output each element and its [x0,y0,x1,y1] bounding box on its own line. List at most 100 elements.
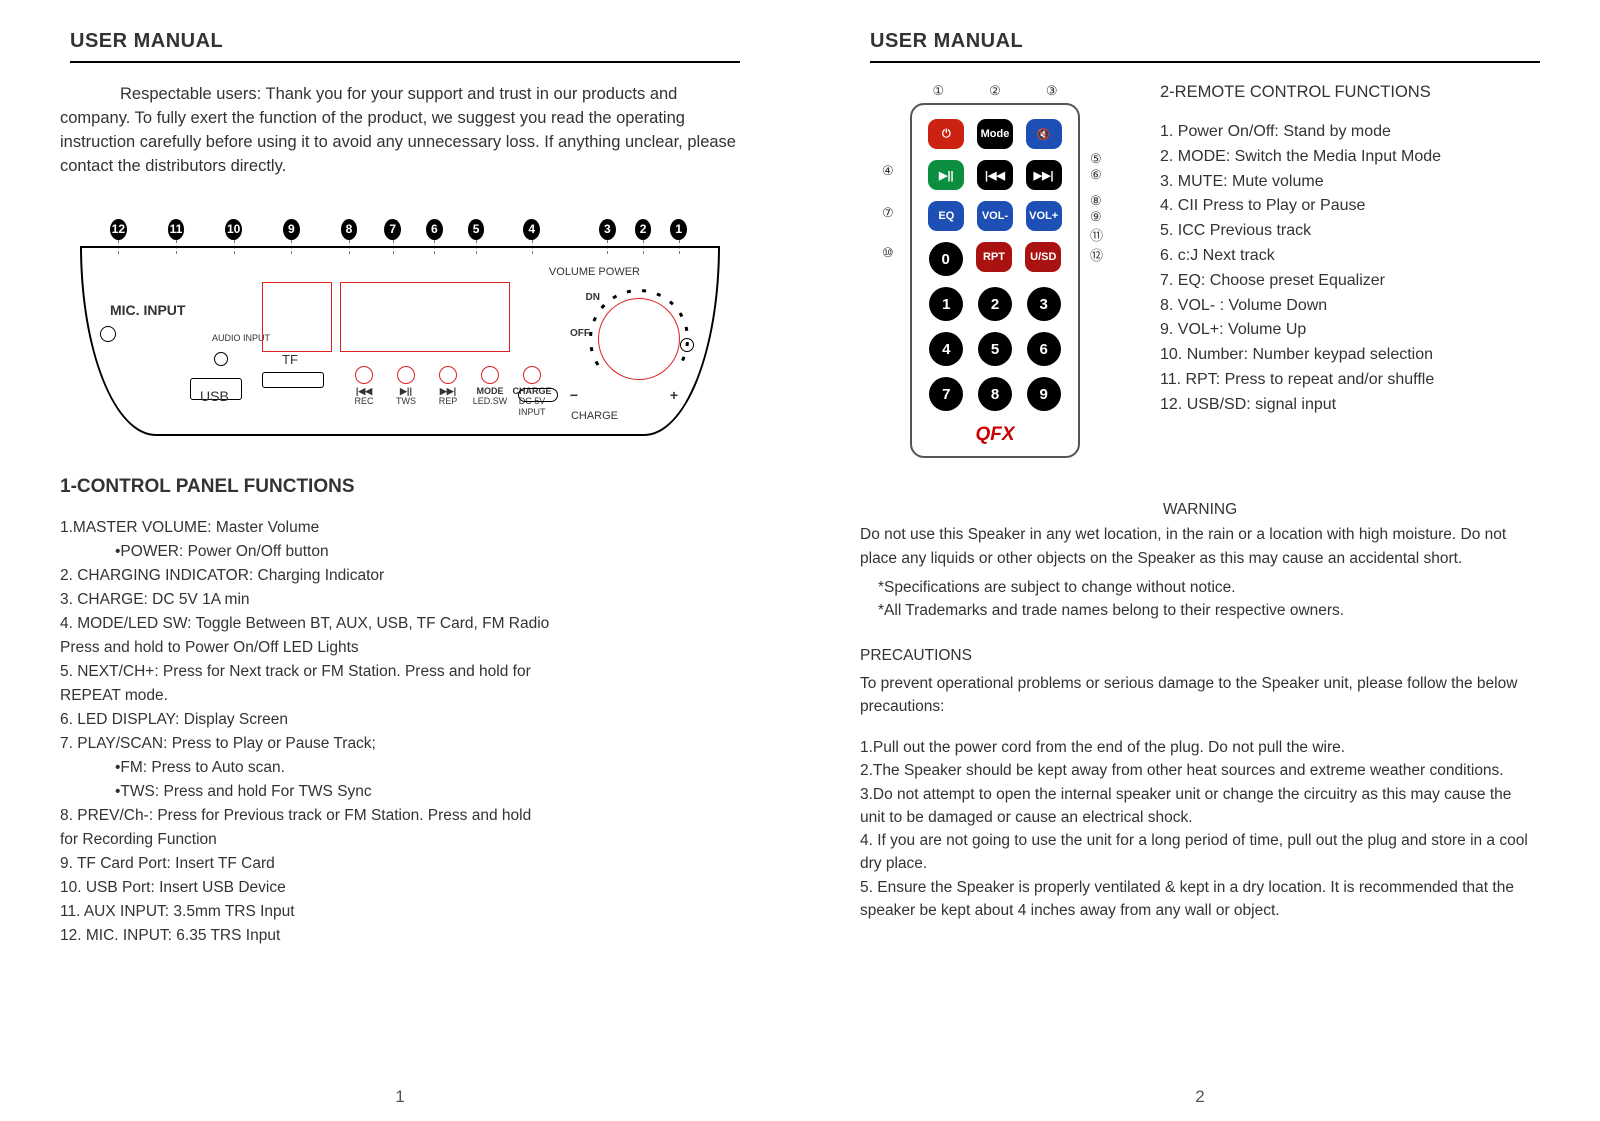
remote-numkey: 8 [978,377,1012,411]
plus-label: + [670,387,678,403]
func-line: 9. TF Card Port: Insert TF Card [60,852,740,876]
func-line: 3. CHARGE: DC 5V 1A min [60,588,740,612]
panel-callout: 4 [523,219,540,240]
remote-numkey: 1 [929,287,963,321]
panel-callout: 9 [283,219,300,240]
remote-func-line: 4. CII Press to Play or Pause [1160,194,1441,219]
remote-button: EQ [928,201,964,231]
remote-func-line: 5. ICC Previous track [1160,219,1441,244]
func-line: 5. NEXT/CH+: Press for Next track or FM … [60,660,740,684]
page-number-2: 2 [1195,1087,1204,1107]
remote-callout: ⑨ [1090,209,1102,225]
func-line: 12. MIC. INPUT: 6.35 TRS Input [60,924,740,948]
page-number-1: 1 [395,1087,404,1107]
precaution-line: 5. Ensure the Speaker is properly ventil… [860,876,1540,923]
panel-callout: 3 [599,219,616,240]
mic-label: MIC. INPUT [110,302,185,318]
precaution-title: PRECAUTIONS [860,644,1540,667]
remote-func-line: 3. MUTE: Mute volume [1160,170,1441,195]
usb-label: USB [200,388,229,404]
vol-pwr-label: VOLUME POWER [549,266,640,278]
intro-text: Respectable users: Thank you for your su… [60,83,740,179]
panel-callout: 11 [168,219,185,240]
panel-btn: ▶▶|REP [428,366,468,408]
precaution-line: 3.Do not attempt to open the internal sp… [860,783,1540,806]
control-func-list: 1.MASTER VOLUME: Master Volume•POWER: Po… [60,516,740,948]
remote-func-line: 2. MODE: Switch the Media Input Mode [1160,145,1441,170]
remote-callout: ⑥ [1090,167,1102,183]
remote-func-line: 8. VOL- : Volume Down [1160,294,1441,319]
precaution-body: To prevent operational problems or serio… [860,672,1540,719]
remote-button: Mode [977,119,1013,149]
remote-button: ▶|| [928,160,964,190]
remote-numkey: 5 [978,332,1012,366]
remote-button: RPT [976,242,1012,272]
remote-callout: ⑧ [1090,193,1102,209]
charge-label: CHARGE [571,410,618,422]
remote-title: 2-REMOTE CONTROL FUNCTIONS [1160,83,1441,102]
func-line: 8. PREV/Ch-: Press for Previous track or… [60,804,740,828]
remote-brand: QFX [922,424,1068,446]
warning-body: Do not use this Speaker in any wet locat… [860,523,1540,570]
remote-numkey: 6 [1027,332,1061,366]
remote-button: U/SD [1025,242,1061,272]
remote-button: VOL+ [1026,201,1062,231]
func-line: •FM: Press to Auto scan. [60,756,740,780]
panel-callout: 8 [341,219,358,240]
tf-label: TF [282,352,298,367]
precaution-line: 1.Pull out the power cord from the end o… [860,736,1540,759]
remote-callout: ⑫ [1090,245,1103,264]
remote-button: ▶▶| [1026,160,1062,190]
section-title-1: 1-CONTROL PANEL FUNCTIONS [60,476,740,498]
func-line: 10. USB Port: Insert USB Device [60,876,740,900]
panel-callout: 10 [225,219,242,240]
remote-numkey: 4 [929,332,963,366]
func-line: •POWER: Power On/Off button [60,540,740,564]
spec-line: *Specifications are subject to change wi… [860,576,1540,599]
remote-func-line: 10. Number: Number keypad selection [1160,343,1441,368]
header-title-2: USER MANUAL [870,30,1540,63]
func-line: •TWS: Press and hold For TWS Sync [60,780,740,804]
func-line: Press and hold to Power On/Off LED Light… [60,636,740,660]
panel-box: MIC. INPUT AUDIO INPUT USB TF |◀◀REC▶||T… [80,246,720,436]
remote-numkey: 7 [929,377,963,411]
remote-func-column: 2-REMOTE CONTROL FUNCTIONS 1. Power On/O… [1160,83,1441,458]
func-line: 7. PLAY/SCAN: Press to Play or Pause Tra… [60,732,740,756]
page-1: USER MANUAL Respectable users: Thank you… [0,0,800,1121]
remote-callout: ② [989,83,1001,99]
precaution-list: 1.Pull out the power cord from the end o… [860,736,1540,922]
remote-func-line: 6. c:J Next track [1160,244,1441,269]
func-line: 1.MASTER VOLUME: Master Volume [60,516,740,540]
panel-callout: 5 [468,219,485,240]
panel-callout: 6 [426,219,443,240]
remote-func-list: 1. Power On/Off: Stand by mode2. MODE: S… [1160,120,1441,418]
panel-btn: MODELED.SW [470,366,510,408]
warning-title: WARNING [860,498,1540,521]
remote-callout: ① [933,83,945,99]
remote-callout: ⑤ [1090,151,1102,167]
remote-button: 0 [929,242,963,276]
func-line: REPEAT mode. [60,684,740,708]
func-line: for Recording Function [60,828,740,852]
off-label: OFF [570,328,590,339]
remote-button: ⏻ [928,119,964,149]
panel-callout: 7 [384,219,401,240]
func-line: 11. AUX INPUT: 3.5mm TRS Input [60,900,740,924]
func-line: 2. CHARGING INDICATOR: Charging Indicato… [60,564,740,588]
panel-btn: |◀◀REC [344,366,384,408]
precaution-line: 2.The Speaker should be kept away from o… [860,759,1540,782]
remote-func-line: 1. Power On/Off: Stand by mode [1160,120,1441,145]
remote-diagram: ①②③ ⏻Mode🔇▶|||◀◀▶▶|EQVOL-VOL+0RPTU/SD123… [860,83,1130,458]
remote-callout: ⑩ [882,245,894,261]
remote-callout: ④ [882,163,894,179]
remote-numkey: 2 [978,287,1012,321]
precaution-line: 4. If you are not going to use the unit … [860,829,1540,876]
precaution-line: unit to be damaged or cause an electrica… [860,806,1540,829]
minus-label: − [570,387,578,403]
remote-func-line: 11. RPT: Press to repeat and/or shuffle [1160,368,1441,393]
page-2: USER MANUAL ①②③ ⏻Mode🔇▶|||◀◀▶▶|EQVOL-VOL… [800,0,1600,1121]
header-title: USER MANUAL [70,30,740,63]
remote-button: |◀◀ [977,160,1013,190]
remote-callout: ③ [1046,83,1058,99]
remote-numkey: 9 [1027,377,1061,411]
